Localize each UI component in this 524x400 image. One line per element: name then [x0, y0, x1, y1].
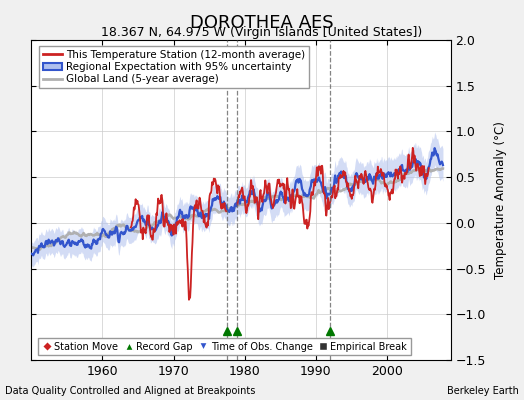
Text: DOROTHEA AES: DOROTHEA AES [190, 14, 334, 32]
Text: 18.367 N, 64.975 W (Virgin Islands [United States]): 18.367 N, 64.975 W (Virgin Islands [Unit… [101, 26, 423, 39]
Text: Berkeley Earth: Berkeley Earth [447, 386, 519, 396]
Legend: Station Move, Record Gap, Time of Obs. Change, Empirical Break: Station Move, Record Gap, Time of Obs. C… [38, 338, 411, 355]
Y-axis label: Temperature Anomaly (°C): Temperature Anomaly (°C) [494, 121, 507, 279]
Text: Data Quality Controlled and Aligned at Breakpoints: Data Quality Controlled and Aligned at B… [5, 386, 256, 396]
